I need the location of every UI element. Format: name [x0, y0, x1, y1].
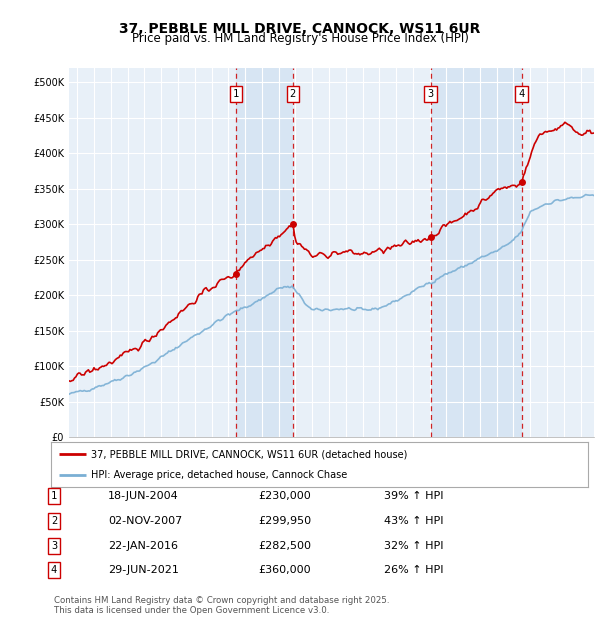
- Text: £299,950: £299,950: [258, 516, 311, 526]
- Text: 29-JUN-2021: 29-JUN-2021: [108, 565, 179, 575]
- Text: 1: 1: [51, 491, 57, 501]
- Text: 39% ↑ HPI: 39% ↑ HPI: [384, 491, 443, 501]
- Text: 3: 3: [428, 89, 434, 99]
- Text: 32% ↑ HPI: 32% ↑ HPI: [384, 541, 443, 551]
- Text: HPI: Average price, detached house, Cannock Chase: HPI: Average price, detached house, Cann…: [91, 469, 347, 480]
- Text: 26% ↑ HPI: 26% ↑ HPI: [384, 565, 443, 575]
- Text: 22-JAN-2016: 22-JAN-2016: [108, 541, 178, 551]
- Text: 2: 2: [290, 89, 296, 99]
- Bar: [236, 68, 293, 437]
- Text: 02-NOV-2007: 02-NOV-2007: [108, 516, 182, 526]
- Bar: [431, 68, 522, 437]
- Text: 4: 4: [51, 565, 57, 575]
- Text: Price paid vs. HM Land Registry's House Price Index (HPI): Price paid vs. HM Land Registry's House …: [131, 32, 469, 45]
- Text: Contains HM Land Registry data © Crown copyright and database right 2025.
This d: Contains HM Land Registry data © Crown c…: [54, 596, 389, 615]
- Text: £230,000: £230,000: [258, 491, 311, 501]
- Text: 1: 1: [233, 89, 239, 99]
- Text: 37, PEBBLE MILL DRIVE, CANNOCK, WS11 6UR (detached house): 37, PEBBLE MILL DRIVE, CANNOCK, WS11 6UR…: [91, 449, 407, 459]
- Text: 3: 3: [51, 541, 57, 551]
- Text: £282,500: £282,500: [258, 541, 311, 551]
- Text: 4: 4: [518, 89, 525, 99]
- Text: £360,000: £360,000: [258, 565, 311, 575]
- Text: 2: 2: [51, 516, 57, 526]
- Text: 43% ↑ HPI: 43% ↑ HPI: [384, 516, 443, 526]
- Text: 18-JUN-2004: 18-JUN-2004: [108, 491, 179, 501]
- Text: 37, PEBBLE MILL DRIVE, CANNOCK, WS11 6UR: 37, PEBBLE MILL DRIVE, CANNOCK, WS11 6UR: [119, 22, 481, 36]
